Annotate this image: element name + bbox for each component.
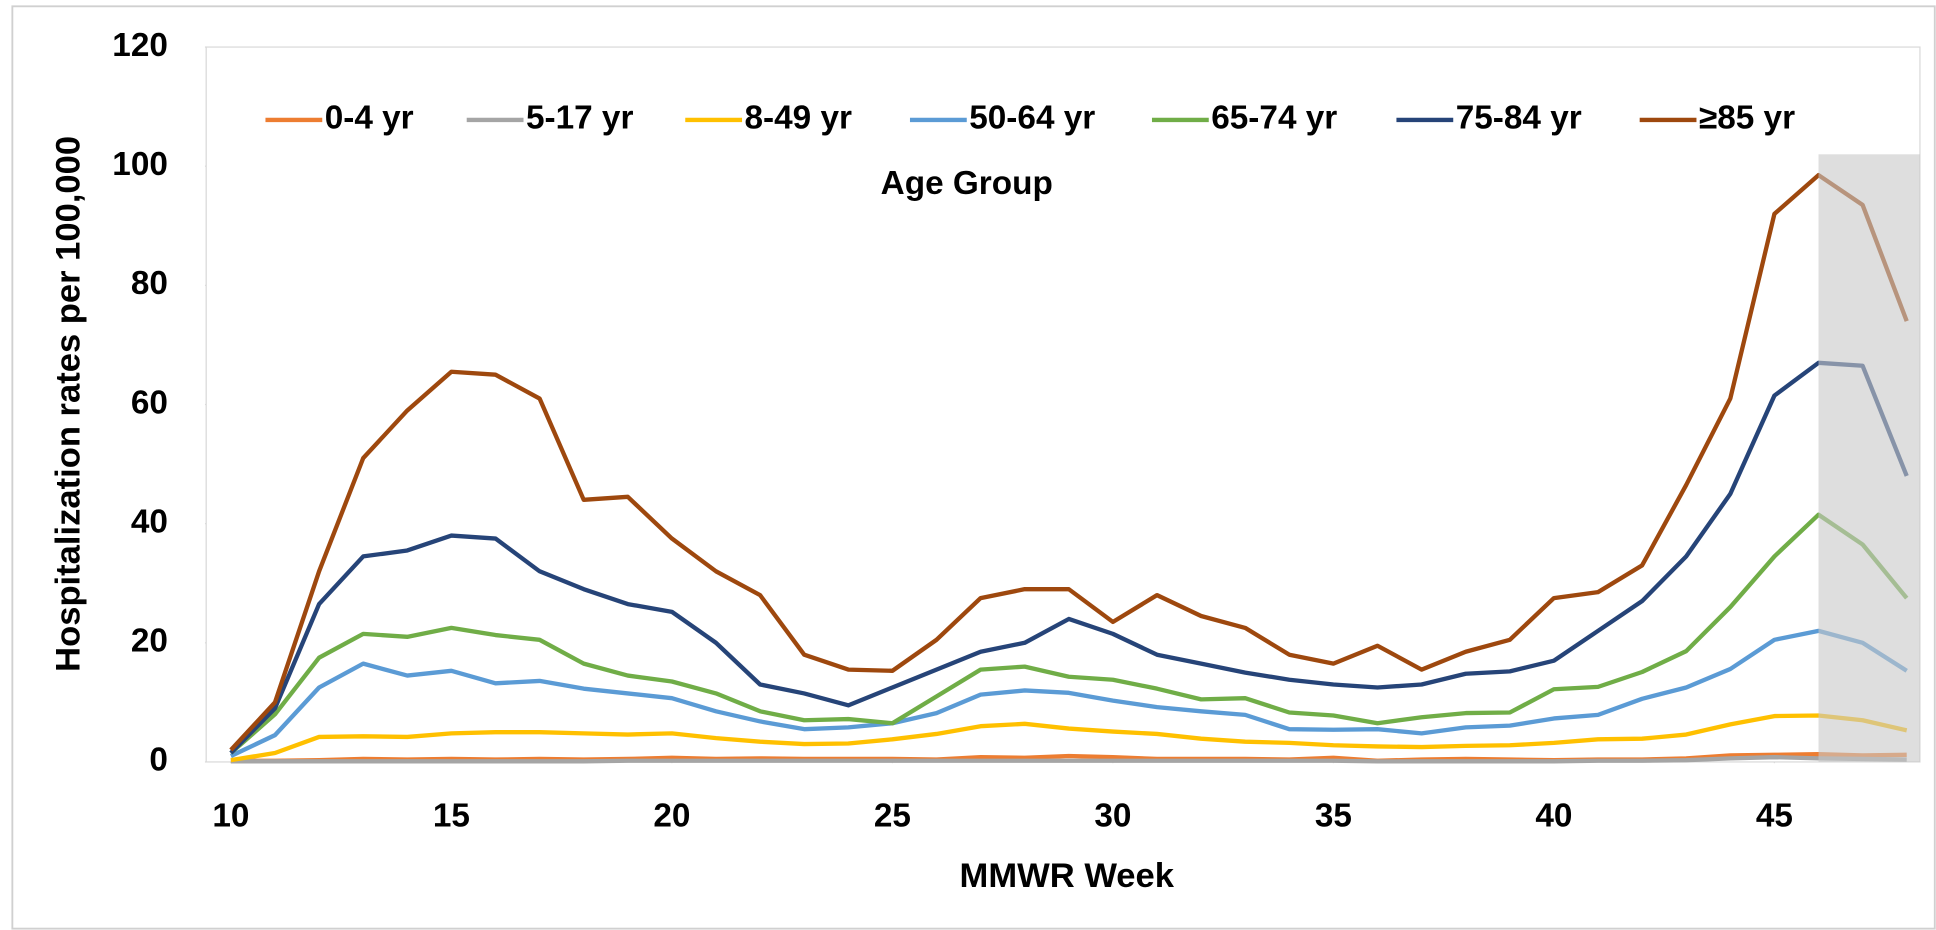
legend-title: Age Group (881, 165, 1053, 202)
series-line (229, 628, 1908, 758)
chart-frame (11, 5, 1936, 930)
x-tick-label: 30 (1094, 797, 1131, 834)
y-tick-label: 80 (131, 265, 168, 302)
y-tick-label: 20 (131, 623, 168, 660)
y-tick-label: 120 (112, 27, 168, 64)
x-tick-label: 20 (653, 797, 690, 834)
x-tick-label: 25 (874, 797, 911, 834)
legend-label: 50-64 yr (969, 100, 1095, 137)
y-tick-label: 100 (112, 146, 168, 183)
legend-label: 75-84 yr (1456, 100, 1582, 137)
x-tick-label: 10 (212, 797, 249, 834)
x-tick-label: 45 (1756, 797, 1793, 834)
legend-label: 5-17 yr (526, 100, 634, 137)
series-line (229, 512, 1909, 755)
y-tick-label: 0 (149, 742, 168, 779)
y-tick-label: 40 (131, 503, 168, 540)
legend-label: 0-4 yr (325, 100, 414, 137)
y-axis-title: Hospitalization rates per 100,000 (50, 136, 88, 672)
series-line (230, 713, 1908, 763)
series-line (230, 755, 1907, 764)
x-tick-label: 15 (433, 797, 470, 834)
series-line (229, 172, 1909, 752)
x-axis-title: MMWR Week (960, 857, 1175, 895)
legend-label: ≥85 yr (1699, 100, 1795, 137)
legend-label: 65-74 yr (1211, 100, 1337, 137)
x-tick-label: 35 (1315, 797, 1352, 834)
shaded-region (1818, 154, 1920, 762)
y-tick-label: 60 (131, 384, 168, 421)
x-tick-label: 40 (1535, 797, 1572, 834)
series-line (229, 360, 1909, 755)
legend-label: 8-49 yr (745, 100, 853, 137)
